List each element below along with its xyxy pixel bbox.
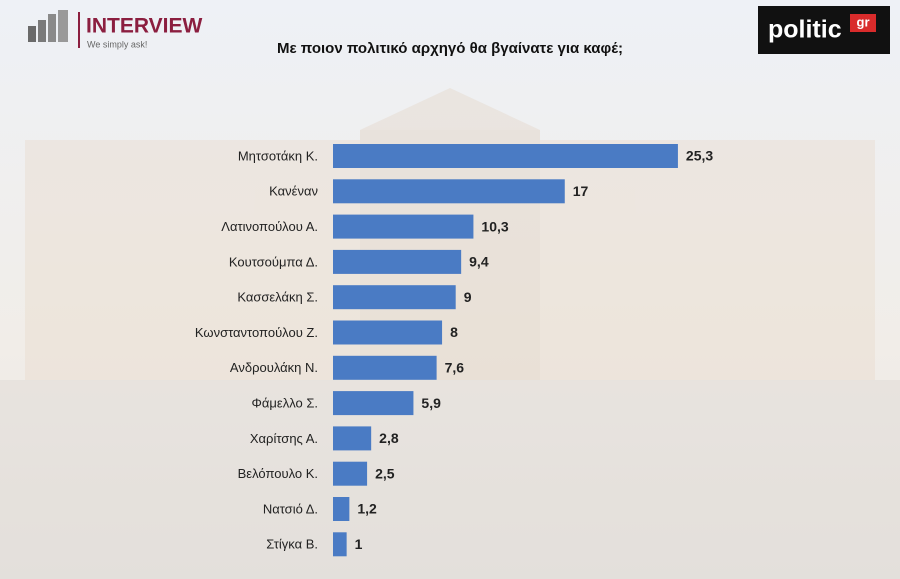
category-label: Κανέναν bbox=[269, 184, 318, 199]
value-label: 7,6 bbox=[445, 360, 465, 376]
value-label: 25,3 bbox=[686, 148, 713, 164]
value-label: 10,3 bbox=[481, 218, 508, 234]
value-label: 2,8 bbox=[379, 430, 399, 446]
logo-name: politic bbox=[768, 16, 842, 44]
bar bbox=[333, 532, 347, 557]
category-label: Κωνσταντοπούλου Ζ. bbox=[195, 325, 318, 340]
bar bbox=[333, 320, 443, 345]
category-label: Βελόπουλο Κ. bbox=[238, 466, 318, 481]
category-label: Νατσιό Δ. bbox=[263, 501, 318, 516]
value-label: 1,2 bbox=[357, 501, 377, 517]
bar bbox=[333, 426, 372, 451]
category-label: Κουτσούμπα Δ. bbox=[229, 254, 318, 269]
bar bbox=[333, 179, 565, 204]
bar bbox=[333, 391, 414, 416]
bar bbox=[333, 144, 678, 168]
category-label: Λατινοπούλου Α. bbox=[221, 219, 318, 234]
category-label: Ανδρουλάκη Ν. bbox=[230, 360, 318, 375]
chart-title: Με ποιον πολιτικό αρχηγό θα βγαίνατε για… bbox=[277, 40, 623, 57]
category-label: Φάμελλο Σ. bbox=[252, 396, 318, 411]
left-logo: INTERVIEW We simply ask! bbox=[28, 10, 202, 49]
value-label: 9 bbox=[464, 289, 472, 305]
bar bbox=[333, 497, 350, 521]
bar bbox=[333, 355, 437, 380]
logo-tagline: We simply ask! bbox=[87, 39, 147, 49]
logo-name: INTERVIEW bbox=[86, 15, 202, 38]
category-label: Χαρίτσης Α. bbox=[250, 431, 318, 446]
category-label: Κασσελάκη Σ. bbox=[237, 290, 318, 305]
category-label: Στίγκα Β. bbox=[266, 537, 318, 552]
logo-suffix: gr bbox=[857, 14, 870, 29]
value-label: 8 bbox=[450, 324, 458, 340]
bar bbox=[333, 249, 462, 274]
bar bbox=[333, 461, 368, 486]
bar bbox=[333, 214, 474, 239]
right-logo: politic gr bbox=[758, 6, 890, 54]
bar bbox=[333, 285, 456, 310]
value-label: 17 bbox=[573, 183, 589, 199]
category-label: Μητσοτάκη Κ. bbox=[238, 148, 318, 163]
value-label: 5,9 bbox=[421, 395, 441, 411]
value-label: 1 bbox=[355, 536, 363, 552]
value-label: 2,5 bbox=[375, 465, 395, 481]
value-label: 9,4 bbox=[469, 254, 489, 270]
